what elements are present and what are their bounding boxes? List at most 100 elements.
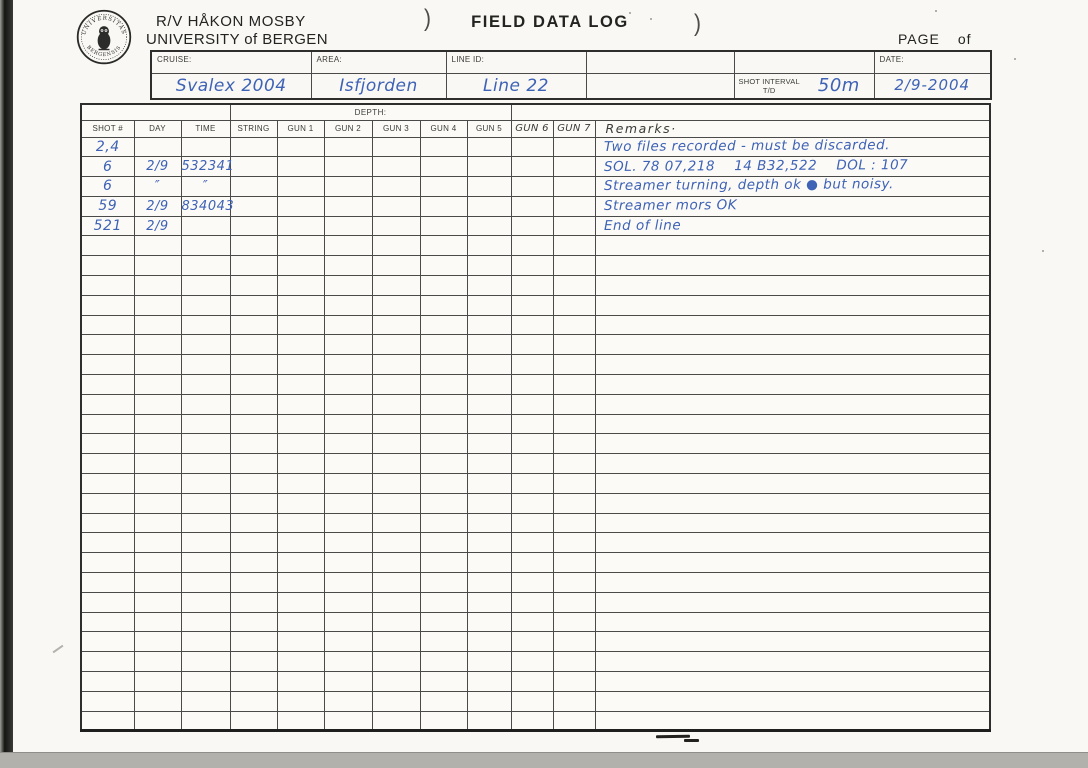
col-header-day: DAY [133,119,182,138]
table-row: 6 ″ ″ Streamer turning, depth ok ● but n… [80,176,991,197]
table-row-empty [80,690,991,712]
table-row-empty [80,651,991,673]
form-blank-cell [733,50,875,74]
area-value: Isfjorden [339,75,418,96]
scan-speck [1014,58,1016,60]
table-row-empty [80,671,991,692]
day-cell: 2/9 [133,195,182,217]
cruise-label: CRUISE: [150,50,312,74]
day-cell [133,136,182,158]
col-header-string: STRING [229,119,278,138]
scan-speck [935,10,937,12]
table-row: 6 2/9 532341 SOL. 78 07,218 14 B32,522 D… [80,156,991,178]
table-row: 59 2/9 834043 Streamer mors OK [80,195,991,217]
table-row-empty [80,374,991,395]
table-row-empty [80,354,991,376]
remark-cell: SOL. 78 07,218 14 B32,522 DOL : 107 [603,156,908,175]
day-cell: ″ [133,176,182,197]
col-header-gun2: GUN 2 [323,119,373,138]
log-table-body: 2,4 Two files recorded - must be discard… [80,136,991,732]
remark-cell: End of line [603,217,681,235]
header-blank-left [80,103,231,121]
shot-cell: 6 [80,156,135,178]
scan-speck [629,12,631,14]
depth-header: DEPTH: [229,103,512,121]
table-row-empty [80,512,991,534]
table-row-empty [80,453,991,475]
time-cell: 834043 [180,195,234,217]
time-cell: 532341 [180,156,234,178]
of-label: of [957,31,972,47]
col-header-gun5: GUN 5 [466,119,512,138]
table-row-empty [80,532,991,554]
header-blank-right [510,103,991,121]
table-row-empty [80,275,991,296]
date-value: 2/9-2004 [894,76,971,95]
col-header-gun1: GUN 1 [276,119,325,138]
table-row-empty [80,235,991,257]
table-row-empty [80,710,991,732]
table-row-empty [80,334,991,356]
scan-edge-left [0,0,13,756]
table-row: 521 2/9 End of line [80,215,991,237]
remark-cell: Streamer turning, depth ok ● but noisy. [603,176,894,195]
scan-speck [650,18,652,20]
pencil-mark [52,644,64,654]
table-row-empty [80,473,991,494]
col-header-gun4: GUN 4 [419,119,468,138]
institution-name: UNIVERSITY of BERGEN [146,31,328,48]
table-row-empty [80,413,991,435]
remark-cell: Two files recorded - must be discarded. [603,137,890,155]
shot-cell: 59 [80,195,135,217]
table-row-empty [80,492,991,514]
col-header-remarks: Remarks· [594,119,991,138]
table-row-empty [80,255,991,277]
stray-pen-mark: ) [424,5,431,32]
col-header-gun7: GUN 7 [552,119,596,138]
col-header-gun6: GUN 6 [510,119,554,138]
shot-interval-value: 50m [817,75,860,97]
university-of-bergen-seal: UNIVERSITAS BERGENSIS [76,9,132,65]
date-label: DATE: [873,50,992,74]
ink-smudge [684,739,699,742]
owl-icon [97,26,111,51]
table-row-empty [80,631,991,653]
stray-pen-mark: ) [694,10,701,37]
shot-interval-sublabel: T/D [762,85,776,95]
page-of-label: PAGE of [898,31,972,47]
time-cell [180,136,231,158]
table-row: 2,4 Two files recorded - must be discard… [80,136,991,158]
table-row-empty [80,572,991,593]
scan-edge-bottom [0,752,1088,768]
cruise-value: Svalex 2004 [175,75,287,96]
table-row-empty [80,294,991,316]
shot-interval-label: SHOT INTERVAL [738,76,800,86]
remark-cell: Streamer mors OK [603,197,737,215]
page-title: FIELD DATA LOG [471,13,629,31]
ink-smudge [655,734,691,739]
form-blank-cell [585,72,735,100]
col-header-shot: SHOT # [80,119,135,138]
form-header-table: CRUISE: AREA: LINE ID: DATE: Svalex 2004… [150,50,992,100]
table-row-empty [80,314,991,336]
table-row-empty [80,611,991,633]
area-label: AREA: [310,50,447,74]
shot-cell: 6 [80,176,135,197]
time-cell: ″ [180,176,231,197]
ship-name: R/V HÅKON MOSBY [156,13,306,30]
shot-cell: 521 [80,215,135,237]
table-row-empty [80,591,991,613]
col-header-gun3: GUN 3 [371,119,421,138]
scan-speck [1042,250,1044,252]
line-id-label: LINE ID: [445,50,587,74]
shot-cell: 2,4 [80,136,135,158]
form-blank-cell [585,50,735,74]
page-label: PAGE [898,31,940,47]
day-cell: 2/9 [133,215,182,237]
time-cell [180,215,231,237]
day-cell: 2/9 [133,156,182,178]
line-id-value: Line 22 [483,75,549,96]
field-data-log-table: DEPTH: SHOT # DAY TIME STRING GUN 1 GUN … [80,103,992,733]
table-row-empty [80,433,991,455]
col-header-time: TIME [180,119,231,138]
